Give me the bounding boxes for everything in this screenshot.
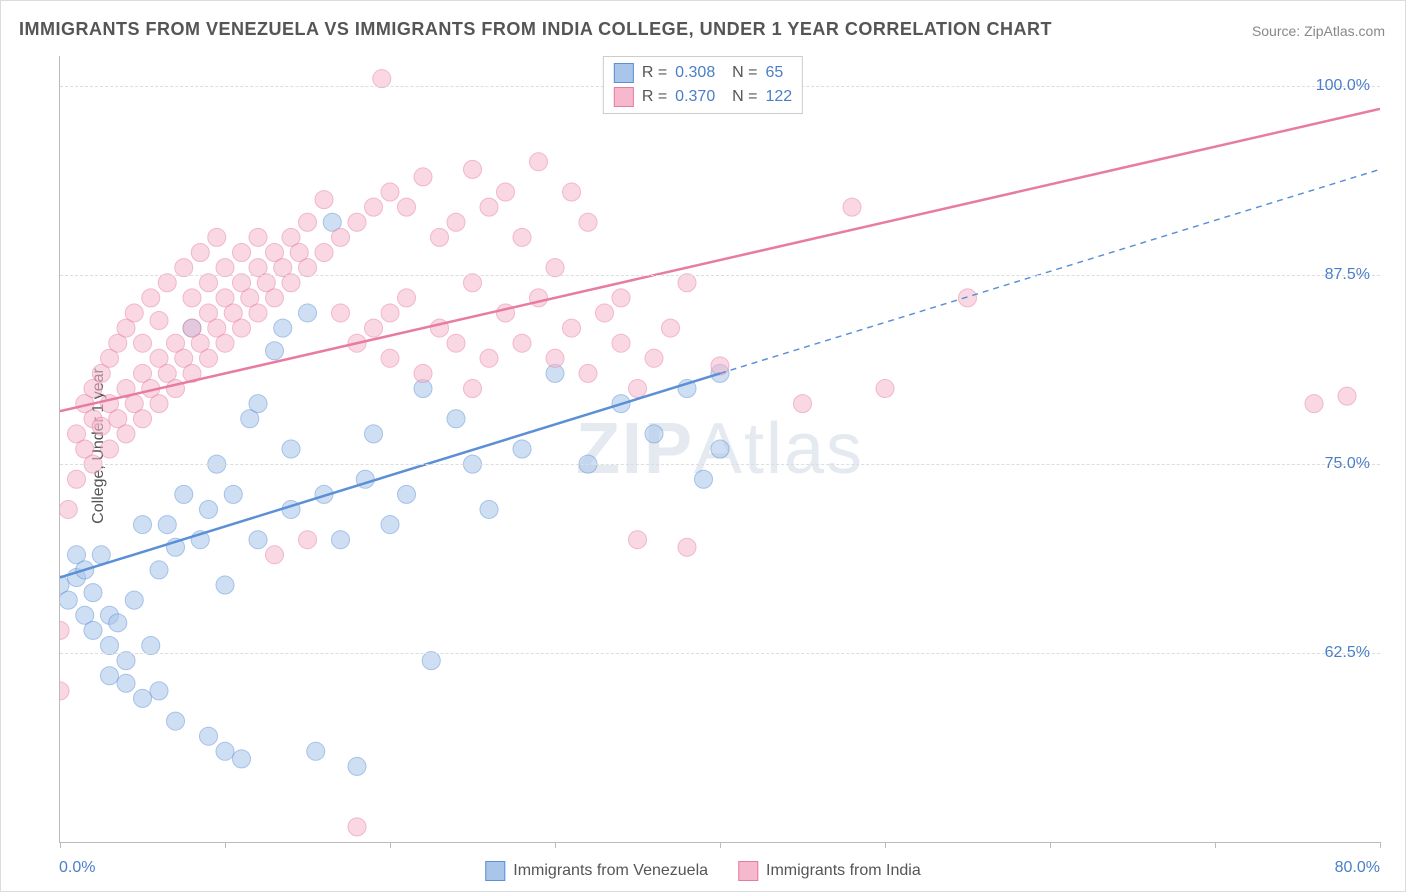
x-tick (1050, 842, 1051, 848)
swatch-india (614, 87, 634, 107)
legend-label-india: Immigrants from India (766, 862, 921, 880)
y-tick-label: 75.0% (1325, 455, 1370, 473)
n-value-venezuela: 65 (765, 64, 783, 82)
x-axis-max-label: 80.0% (1335, 859, 1380, 877)
gridline (60, 275, 1380, 276)
x-tick (555, 842, 556, 848)
n-value-india: 122 (765, 88, 792, 106)
legend-item-venezuela: Immigrants from Venezuela (485, 861, 708, 881)
legend-row-venezuela: R = 0.308 N = 65 (614, 61, 792, 85)
x-tick (60, 842, 61, 848)
x-tick (1215, 842, 1216, 848)
legend-item-india: Immigrants from India (738, 861, 921, 881)
plot-area: ZIPAtlas 62.5% 75.0% 87.5% 100.0% (59, 56, 1380, 843)
legend-label-venezuela: Immigrants from Venezuela (513, 862, 708, 880)
y-tick-label: 87.5% (1325, 266, 1370, 284)
swatch-india-bottom (738, 861, 758, 881)
chart-title: IMMIGRANTS FROM VENEZUELA VS IMMIGRANTS … (19, 19, 1052, 40)
source-attribution: Source: ZipAtlas.com (1252, 23, 1385, 39)
x-tick (225, 842, 226, 848)
swatch-venezuela-bottom (485, 861, 505, 881)
x-axis-min-label: 0.0% (59, 859, 95, 877)
gridline (60, 653, 1380, 654)
y-tick-label: 62.5% (1325, 644, 1370, 662)
y-tick-label: 100.0% (1316, 77, 1370, 95)
gridline (60, 464, 1380, 465)
series-legend: Immigrants from Venezuela Immigrants fro… (485, 861, 920, 881)
legend-row-india: R = 0.370 N = 122 (614, 85, 792, 109)
r-value-india: 0.370 (675, 88, 715, 106)
correlation-legend: R = 0.308 N = 65 R = 0.370 N = 122 (603, 56, 803, 114)
watermark: ZIPAtlas (576, 408, 864, 490)
x-tick (720, 842, 721, 848)
x-tick (885, 842, 886, 848)
x-tick (1380, 842, 1381, 848)
chart-svg (60, 56, 1380, 842)
x-tick (390, 842, 391, 848)
swatch-venezuela (614, 63, 634, 83)
r-value-venezuela: 0.308 (675, 64, 715, 82)
